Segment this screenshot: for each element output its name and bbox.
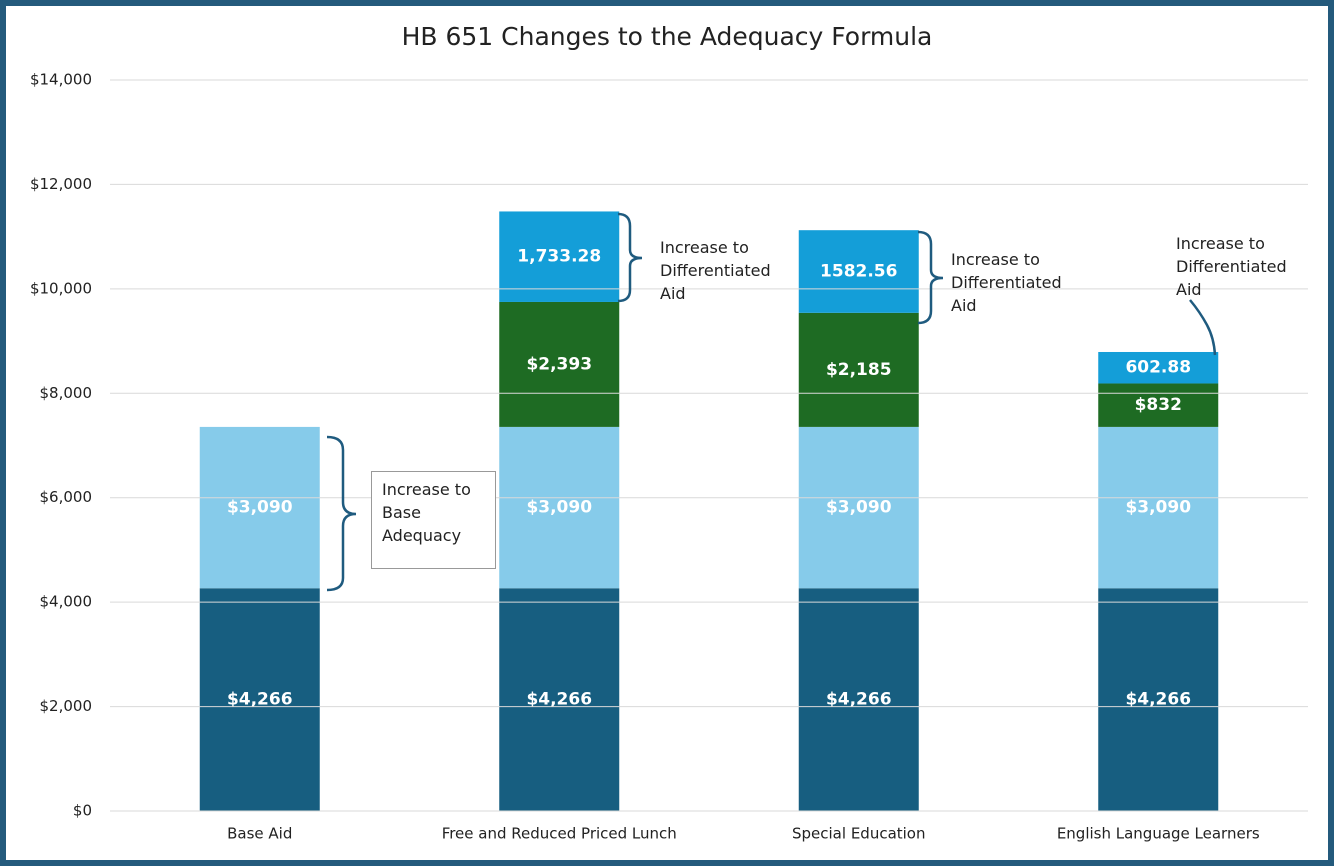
bar-segment bbox=[1098, 588, 1219, 811]
y-tick-label: $4,000 bbox=[40, 593, 93, 611]
bracket bbox=[617, 212, 643, 303]
value-label: $832 bbox=[1135, 395, 1182, 415]
bar-segment bbox=[798, 588, 919, 811]
value-label: 1582.56 bbox=[820, 262, 897, 282]
y-tick-label: $12,000 bbox=[30, 175, 92, 193]
value-label: $2,393 bbox=[526, 354, 592, 374]
x-tick-label: English Language Learners bbox=[1057, 825, 1260, 843]
value-label: 1,733.28 bbox=[517, 247, 601, 267]
value-label: $4,266 bbox=[227, 690, 293, 710]
x-tick-label: Base Aid bbox=[227, 825, 292, 843]
x-tick-label: Special Education bbox=[792, 825, 926, 843]
bar-segment bbox=[199, 426, 320, 589]
bar-segment bbox=[1098, 383, 1219, 427]
value-label: $3,090 bbox=[227, 498, 293, 518]
value-label: $3,090 bbox=[1125, 498, 1191, 518]
bar-segment bbox=[1098, 351, 1219, 384]
y-tick-label: $2,000 bbox=[40, 697, 93, 715]
bar-segment bbox=[1098, 426, 1219, 589]
x-tick-label: Free and Reduced Priced Lunch bbox=[442, 825, 677, 843]
y-tick-label: $14,000 bbox=[30, 71, 92, 89]
y-tick-label: $8,000 bbox=[40, 384, 93, 402]
annotation: Increase to Differentiated Aid bbox=[1176, 234, 1287, 299]
value-label: $2,185 bbox=[826, 360, 892, 380]
bar-segment bbox=[499, 588, 620, 811]
bracket bbox=[917, 230, 944, 325]
annotation: Increase to Base Adequacy bbox=[371, 471, 496, 569]
bar-segment bbox=[499, 211, 620, 302]
y-tick-label: $6,000 bbox=[40, 488, 93, 506]
value-label: $4,266 bbox=[826, 690, 892, 710]
chart-title: HB 651 Changes to the Adequacy Formula bbox=[402, 22, 933, 51]
value-label: $4,266 bbox=[526, 690, 592, 710]
value-label: 602.88 bbox=[1125, 358, 1191, 378]
annotation: Increase to Differentiated Aid bbox=[951, 250, 1062, 315]
bar-segment bbox=[499, 301, 620, 427]
annotation: Increase to Differentiated Aid bbox=[660, 238, 771, 303]
bar-segment bbox=[798, 230, 919, 313]
y-tick-label: $0 bbox=[73, 802, 92, 820]
bar-segment bbox=[199, 588, 320, 811]
bar-segment bbox=[499, 426, 620, 589]
value-label: $4,266 bbox=[1125, 690, 1191, 710]
bar-segment bbox=[798, 426, 919, 589]
pointer bbox=[1189, 299, 1217, 356]
brackets bbox=[326, 212, 1217, 592]
value-label: $3,090 bbox=[526, 498, 592, 518]
y-tick-label: $10,000 bbox=[30, 279, 92, 297]
bar-segment bbox=[798, 312, 919, 427]
bracket bbox=[326, 435, 357, 592]
value-label: $3,090 bbox=[826, 498, 892, 518]
